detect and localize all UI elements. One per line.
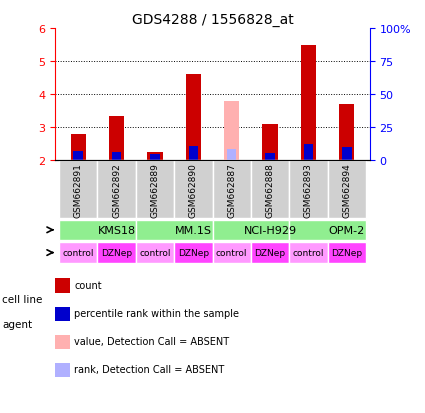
Bar bbox=[224, 102, 239, 161]
Bar bbox=[303, 145, 313, 161]
Bar bbox=[74, 152, 83, 161]
FancyBboxPatch shape bbox=[174, 243, 212, 263]
Bar bbox=[147, 153, 163, 161]
FancyBboxPatch shape bbox=[251, 243, 289, 263]
Bar bbox=[112, 153, 122, 161]
Text: MM.1S: MM.1S bbox=[175, 225, 212, 235]
Text: percentile rank within the sample: percentile rank within the sample bbox=[74, 308, 239, 318]
Text: OPM-2: OPM-2 bbox=[329, 225, 365, 235]
Text: control: control bbox=[62, 249, 94, 257]
FancyBboxPatch shape bbox=[59, 220, 136, 240]
FancyBboxPatch shape bbox=[328, 161, 366, 219]
FancyBboxPatch shape bbox=[212, 161, 251, 219]
Text: GSM662890: GSM662890 bbox=[189, 163, 198, 217]
Text: GSM662892: GSM662892 bbox=[112, 163, 121, 217]
FancyBboxPatch shape bbox=[97, 243, 136, 263]
FancyBboxPatch shape bbox=[174, 161, 212, 219]
FancyBboxPatch shape bbox=[59, 161, 97, 219]
Text: control: control bbox=[216, 249, 247, 257]
Text: KMS18: KMS18 bbox=[98, 225, 136, 235]
FancyBboxPatch shape bbox=[251, 161, 289, 219]
Text: DZNep: DZNep bbox=[255, 249, 286, 257]
FancyBboxPatch shape bbox=[212, 220, 289, 240]
Text: control: control bbox=[139, 249, 171, 257]
Bar bbox=[301, 45, 316, 161]
Text: value, Detection Call = ABSENT: value, Detection Call = ABSENT bbox=[74, 336, 230, 346]
Title: GDS4288 / 1556828_at: GDS4288 / 1556828_at bbox=[132, 12, 293, 26]
FancyBboxPatch shape bbox=[212, 243, 251, 263]
Bar bbox=[339, 105, 354, 161]
Text: control: control bbox=[293, 249, 324, 257]
FancyBboxPatch shape bbox=[136, 161, 174, 219]
Bar bbox=[342, 148, 351, 161]
FancyBboxPatch shape bbox=[97, 161, 136, 219]
FancyBboxPatch shape bbox=[289, 161, 328, 219]
Bar bbox=[150, 155, 160, 161]
Text: GSM662887: GSM662887 bbox=[227, 163, 236, 217]
Bar bbox=[265, 154, 275, 161]
Text: DZNep: DZNep bbox=[101, 249, 132, 257]
Text: agent: agent bbox=[2, 319, 32, 329]
FancyBboxPatch shape bbox=[136, 220, 212, 240]
Text: GSM662889: GSM662889 bbox=[150, 163, 159, 217]
FancyBboxPatch shape bbox=[289, 243, 328, 263]
Bar bbox=[189, 146, 198, 161]
Text: NCI-H929: NCI-H929 bbox=[244, 225, 297, 235]
Bar bbox=[71, 135, 86, 161]
FancyBboxPatch shape bbox=[289, 220, 366, 240]
Text: cell line: cell line bbox=[2, 294, 42, 304]
Bar bbox=[109, 116, 124, 161]
Text: DZNep: DZNep bbox=[331, 249, 362, 257]
Text: count: count bbox=[74, 280, 102, 290]
Text: GSM662894: GSM662894 bbox=[342, 163, 351, 217]
Text: GSM662891: GSM662891 bbox=[74, 163, 83, 217]
Text: rank, Detection Call = ABSENT: rank, Detection Call = ABSENT bbox=[74, 364, 225, 374]
FancyBboxPatch shape bbox=[59, 243, 97, 263]
Text: DZNep: DZNep bbox=[178, 249, 209, 257]
Bar bbox=[227, 150, 236, 161]
Bar bbox=[186, 75, 201, 161]
FancyBboxPatch shape bbox=[136, 243, 174, 263]
Text: GSM662893: GSM662893 bbox=[304, 163, 313, 217]
Text: GSM662888: GSM662888 bbox=[266, 163, 275, 217]
FancyBboxPatch shape bbox=[328, 243, 366, 263]
Bar bbox=[262, 125, 278, 161]
